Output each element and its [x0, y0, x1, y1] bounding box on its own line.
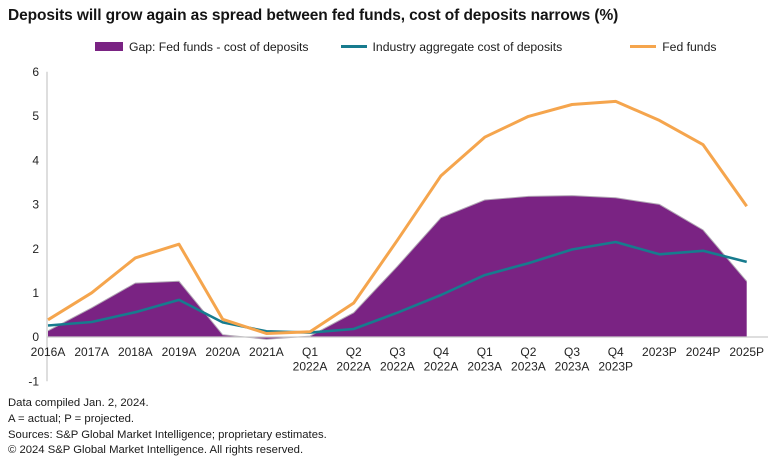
x-tick-label: 2016A — [31, 345, 66, 359]
x-tick-label: 2019A — [162, 345, 197, 359]
legend-label: Fed funds — [662, 39, 717, 54]
x-tick-label: 2022A — [336, 360, 371, 374]
x-tick-label: Q2 — [520, 345, 536, 359]
x-tick-label: Q1 — [477, 345, 493, 359]
x-tick-label: Q4 — [608, 345, 624, 359]
y-tick-label: 6 — [32, 65, 39, 79]
x-tick-label: 2018A — [118, 345, 153, 359]
x-tick-label: 2023A — [467, 360, 502, 374]
x-tick-label: 2024P — [686, 345, 721, 359]
footnote-copyright: © 2024 S&P Global Market Intelligence. A… — [8, 444, 304, 457]
legend-line-swatch — [340, 45, 367, 48]
chart-footnotes: Data compiled Jan. 2, 2024. A = actual; … — [8, 396, 327, 459]
gap-area — [48, 195, 747, 340]
x-tick-label: 2023P — [598, 360, 633, 374]
legend-label: Gap: Fed funds - cost of deposits — [129, 39, 309, 54]
x-tick-label: Q2 — [346, 345, 362, 359]
y-tick-label: 3 — [32, 198, 39, 212]
x-tick-label: 2022A — [424, 360, 459, 374]
chart-plot-area: 6 5 4 3 2 1 0 -1 2016A 2017A 2018A 2019A 2020A 2021A Q… — [28, 65, 768, 388]
y-tick-label: 2 — [32, 242, 39, 256]
y-tick-label: 0 — [32, 330, 39, 344]
x-tick-label: 2023A — [511, 360, 546, 374]
x-tick-label: Q3 — [389, 345, 405, 359]
footnote-data-compiled: Data compiled Jan. 2, 2024. — [8, 397, 149, 409]
y-tick-label: -1 — [28, 374, 39, 388]
y-tick-label: 5 — [32, 109, 39, 123]
fed-funds-line — [47, 99, 748, 335]
x-tick-label: 2021A — [249, 345, 284, 359]
x-tick-label: Q3 — [564, 345, 580, 359]
x-tick-label: 2022A — [293, 360, 328, 374]
x-tick-label: 2022A — [380, 360, 415, 374]
chart-title: Deposits will grow again as spread betwe… — [8, 7, 619, 24]
footnote-legend-key: A = actual; P = projected. — [8, 412, 135, 425]
y-tick-label: 4 — [32, 153, 39, 167]
x-tick-label: Q1 — [302, 345, 318, 359]
legend-item-cost-of-deposits: Industry aggregate cost of deposits — [340, 39, 563, 54]
y-tick-label: 1 — [32, 286, 39, 300]
x-tick-label: 2020A — [205, 345, 240, 359]
x-axis-tick-labels: 2016A 2017A 2018A 2019A 2020A 2021A Q12022AQ22… — [31, 345, 764, 374]
legend-area-swatch — [95, 42, 123, 51]
gap-area-edge — [47, 195, 748, 340]
cost-of-deposits-line — [47, 240, 748, 334]
x-tick-label: 2017A — [74, 345, 109, 359]
legend-item-fed-funds: Fed funds — [630, 40, 716, 54]
x-tick-label: 2025P — [729, 345, 764, 359]
footnote-sources: Sources: S&P Global Market Intelligence;… — [8, 428, 327, 441]
x-tick-label: Q4 — [433, 345, 449, 359]
y-axis-tick-labels: 6 5 4 3 2 1 0 -1 — [28, 65, 39, 388]
legend-item-gap: Gap: Fed funds - cost of deposits — [95, 40, 309, 54]
legend-label: Industry aggregate cost of deposits — [372, 39, 563, 54]
x-tick-label: 2023A — [555, 360, 590, 374]
legend-line-swatch — [630, 45, 657, 48]
chart-legend: Gap: Fed funds - cost of deposits Industr… — [95, 39, 716, 54]
x-tick-label: 2023P — [642, 345, 677, 359]
